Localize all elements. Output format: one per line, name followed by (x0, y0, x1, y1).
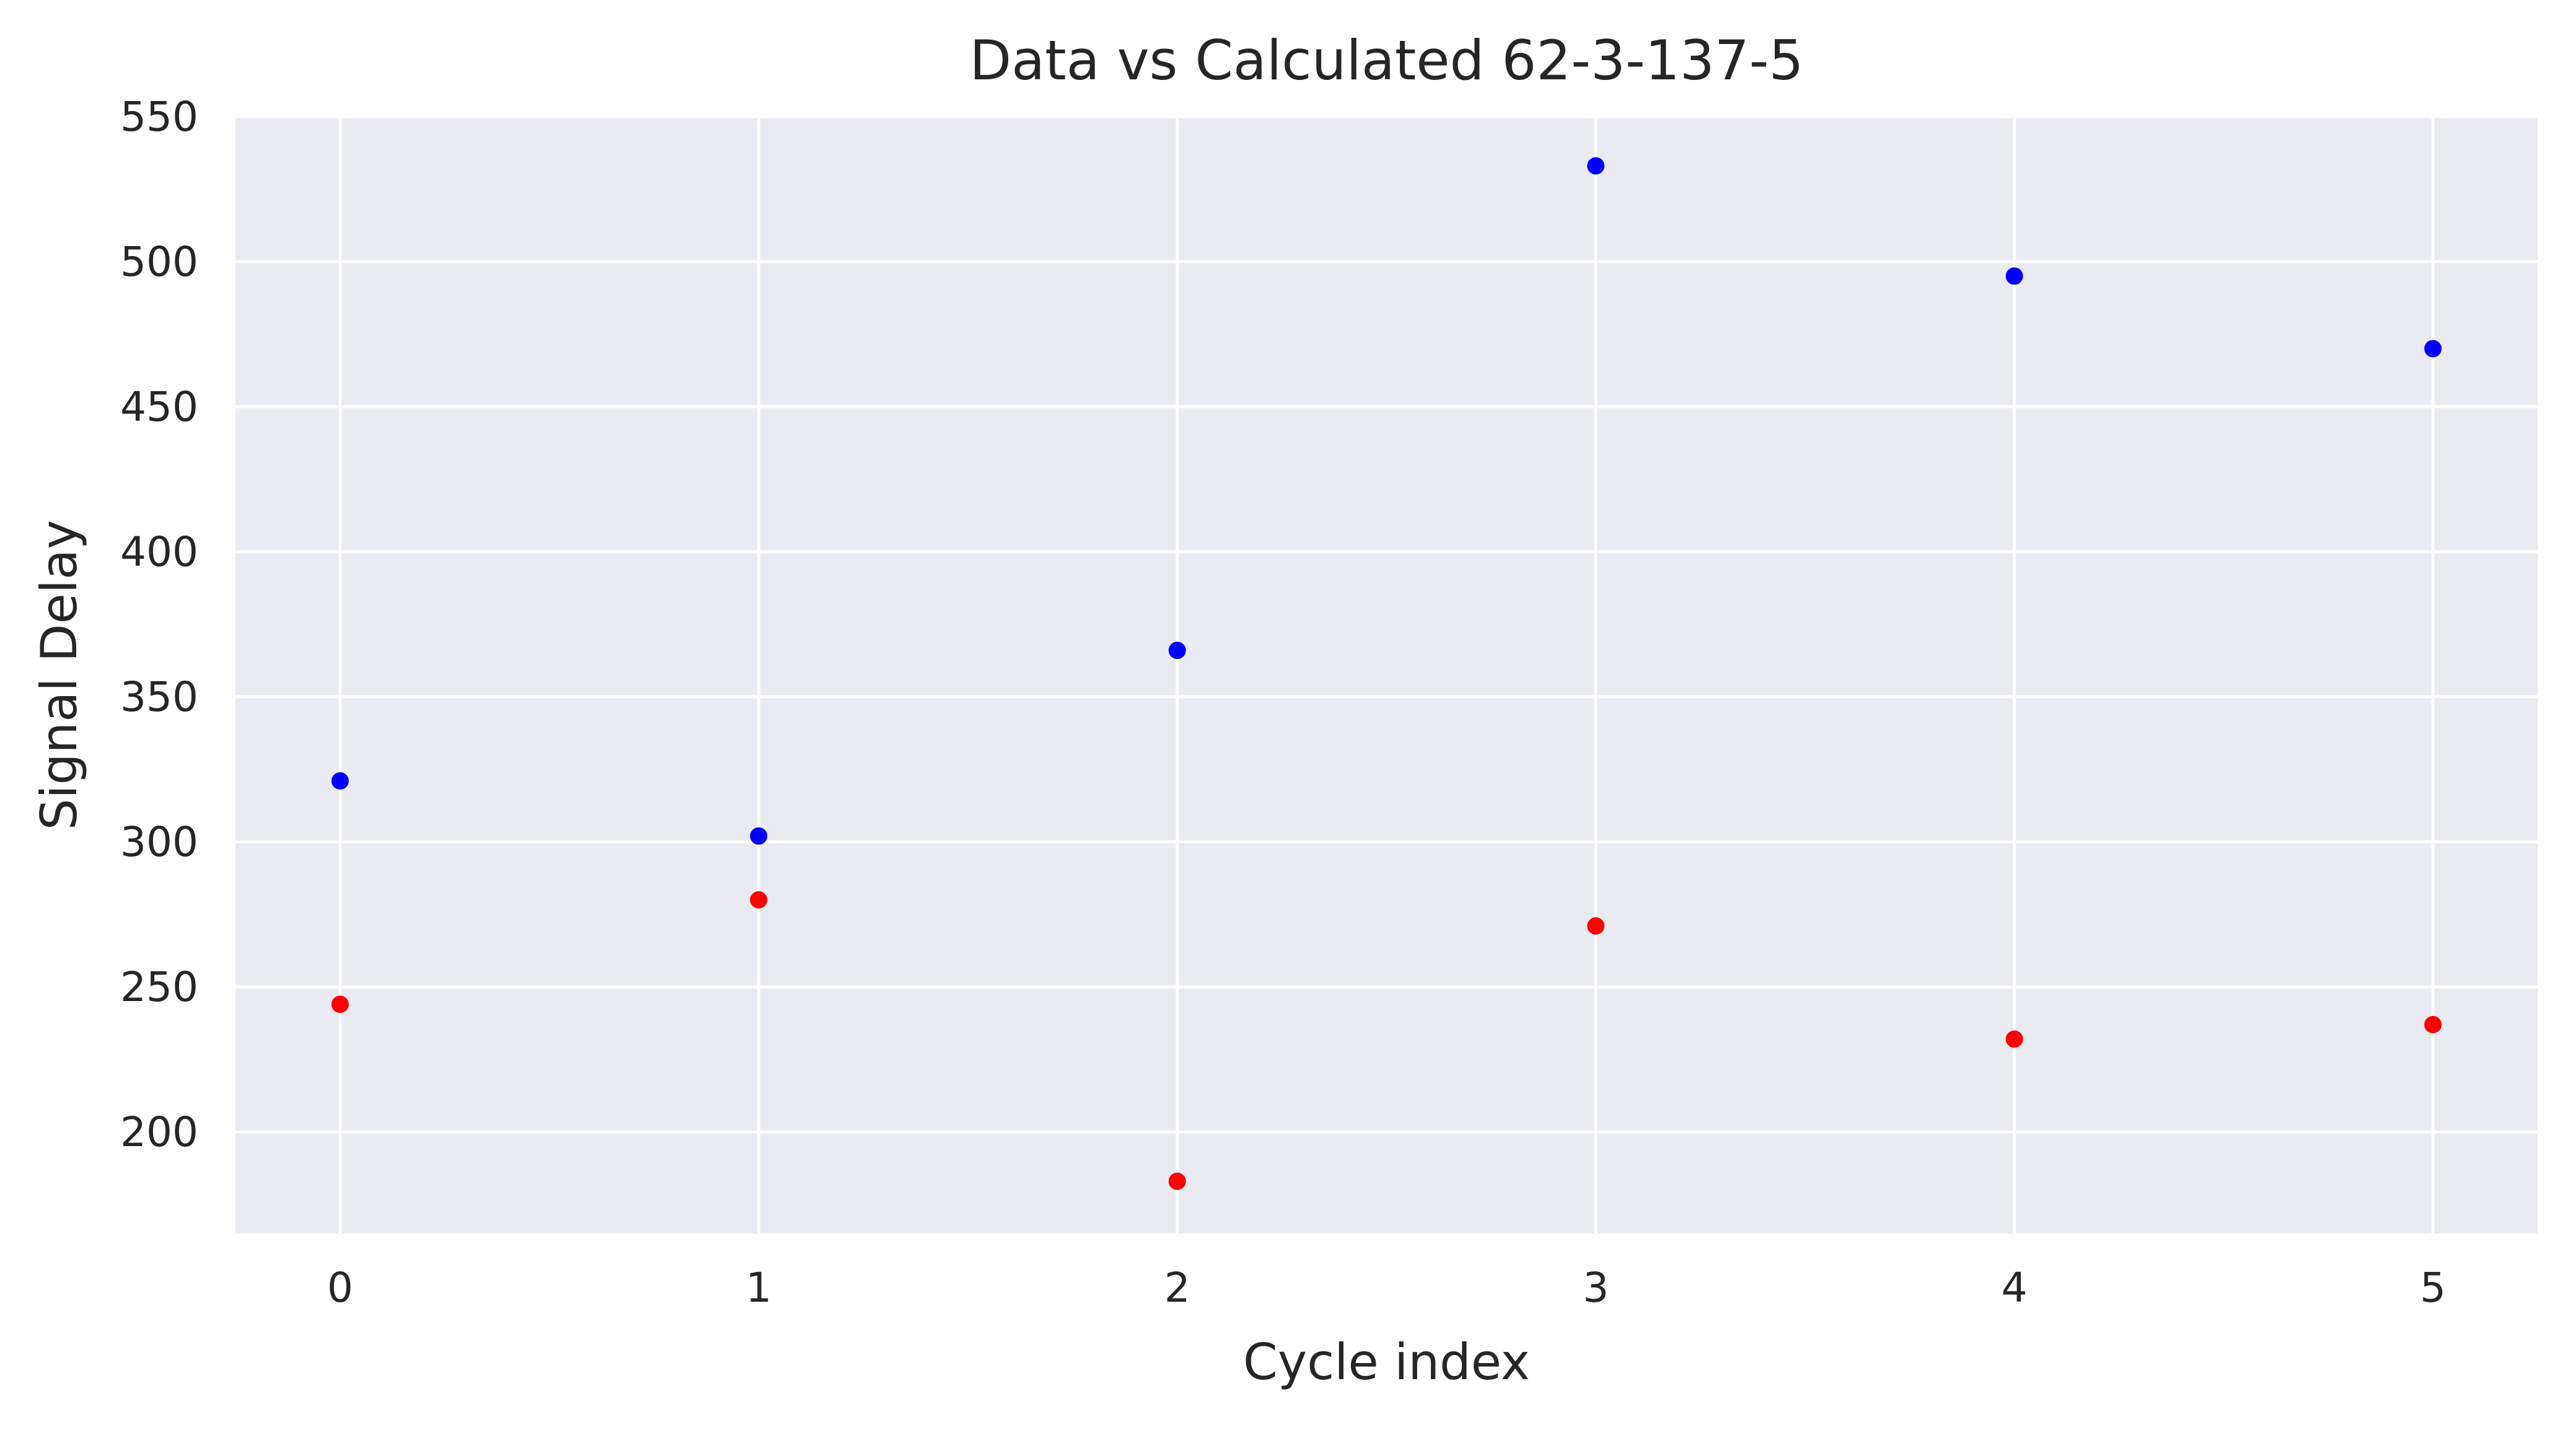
data-point-series-2 (1168, 1172, 1186, 1190)
y-axis-label: Signal Delay (30, 520, 88, 831)
x-axis-label: Cycle index (1243, 1333, 1530, 1391)
grid-lines (235, 115, 2538, 1234)
data-point-series-2 (2005, 1030, 2023, 1048)
y-tick-label: 200 (120, 1108, 198, 1156)
data-point-series-1 (750, 827, 768, 845)
y-axis-ticks: 200 250 300 350 400 450 500 550 (120, 93, 198, 1156)
data-point-series-1 (2005, 267, 2023, 285)
data-point-series-2 (1587, 917, 1605, 935)
data-point-series-2 (750, 891, 768, 909)
x-tick-label: 0 (327, 1264, 353, 1312)
y-tick-label: 550 (120, 93, 198, 141)
data-point-series-2 (331, 995, 349, 1013)
y-tick-label: 250 (120, 963, 198, 1011)
data-points (331, 157, 2442, 1190)
y-tick-label: 350 (120, 673, 198, 721)
y-tick-label: 500 (120, 238, 198, 286)
x-tick-label: 3 (1583, 1264, 1609, 1312)
data-point-series-1 (1587, 157, 1605, 175)
x-axis-ticks: 0 1 2 3 4 5 (327, 1264, 2446, 1312)
x-tick-label: 5 (2420, 1264, 2446, 1312)
data-point-series-2 (2424, 1016, 2442, 1034)
y-tick-label: 450 (120, 383, 198, 431)
plot-area (235, 117, 2538, 1234)
y-tick-label: 400 (120, 528, 198, 576)
chart-title: Data vs Calculated 62-3-137-5 (970, 29, 1804, 92)
x-tick-label: 4 (2002, 1264, 2028, 1312)
x-tick-label: 1 (745, 1264, 771, 1312)
x-tick-label: 2 (1164, 1264, 1190, 1312)
data-point-series-1 (2424, 340, 2442, 358)
data-point-series-1 (1168, 642, 1186, 660)
y-tick-label: 300 (120, 818, 198, 866)
data-point-series-1 (331, 772, 349, 790)
